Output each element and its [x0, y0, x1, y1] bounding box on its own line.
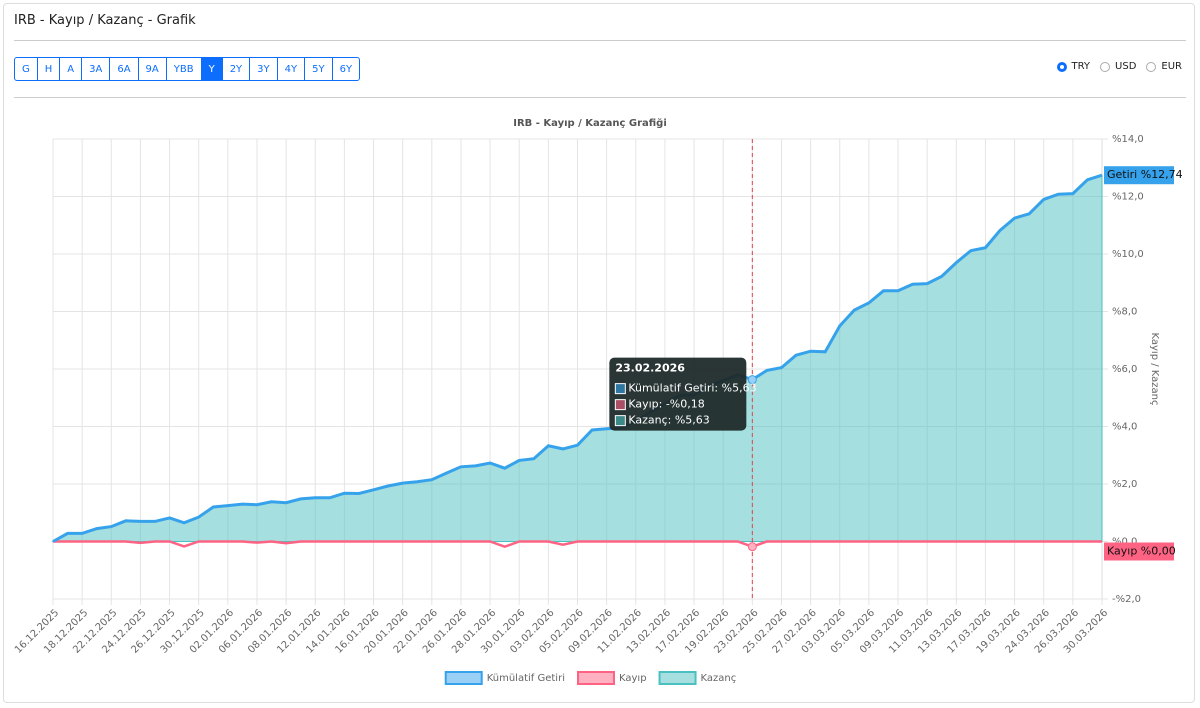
- header-title: IRB - Kayıp / Kazanç - Grafik: [14, 13, 196, 28]
- currency-radios: TRY USD EUR: [1056, 61, 1182, 72]
- loss-line: [53, 540, 1102, 549]
- range-button[interactable]: YBB: [165, 57, 202, 81]
- point: [747, 375, 757, 385]
- currency-option[interactable]: USD: [1100, 61, 1136, 72]
- tooltip-swatch: [614, 383, 626, 395]
- divider: [14, 97, 1186, 98]
- legend-item: Kümülatif Getiri: [444, 671, 565, 685]
- point: [747, 542, 757, 552]
- radio[interactable]: [1146, 61, 1157, 72]
- tooltip-line: Kümülatif Getiri: %5,63: [628, 382, 756, 395]
- tooltip-line: Kazanç: %5,63: [628, 414, 709, 427]
- range-button[interactable]: 3A: [81, 57, 111, 81]
- card: [3, 3, 1195, 703]
- y-axis-title: Kayıp / Kazanç: [1149, 332, 1160, 405]
- radio[interactable]: [1056, 61, 1067, 72]
- range-button[interactable]: G: [14, 57, 38, 81]
- legend-label: Kazanç: [701, 673, 737, 684]
- chart: IRB - Kayıp / Kazanç Grafiği -%2,0 %0,0 %2…: [13, 117, 1183, 685]
- y-tick-label: %8,0: [1112, 307, 1137, 318]
- tooltip-swatch: [614, 415, 626, 427]
- range-button[interactable]: 5Y: [304, 57, 333, 81]
- y-tick-label: %4,0: [1112, 422, 1137, 433]
- range-button[interactable]: 6Y: [331, 57, 361, 81]
- end-label: Kayıp %0,00: [1107, 545, 1176, 558]
- legend-swatch: [444, 671, 483, 685]
- y-tick-label: %0,0: [1112, 537, 1137, 548]
- end-label-box: [1104, 542, 1174, 561]
- range-button[interactable]: A: [59, 57, 83, 81]
- y-tick-label: %10,0: [1112, 249, 1144, 260]
- radio[interactable]: [1100, 61, 1111, 72]
- radio-label[interactable]: USD: [1115, 61, 1137, 72]
- range-buttons: G H A 3A 6A 9A YBB Y 2Y 3Y 4Y 5Y 6Y: [14, 57, 361, 81]
- legend-item: Kayıp: [576, 671, 647, 685]
- y-tick-label: -%2,0: [1112, 594, 1141, 605]
- tooltip: 23.02.2026 Kümülatif Getiri: %5,63 Kayıp: …: [609, 357, 757, 431]
- tooltip-title: 23.02.2026: [615, 362, 685, 375]
- divider: [14, 40, 1186, 41]
- cumulative-line: [52, 173, 1103, 543]
- range-button[interactable]: Y: [200, 57, 223, 81]
- radio-label[interactable]: TRY: [1071, 61, 1091, 72]
- tooltip-swatch: [614, 399, 626, 411]
- legend-label: Kayıp: [619, 673, 647, 684]
- y-tick-label: %12,0: [1112, 192, 1144, 203]
- radio-label[interactable]: EUR: [1161, 61, 1182, 72]
- y-tick-label: %2,0: [1112, 479, 1137, 490]
- range-button[interactable]: 6A: [109, 57, 139, 81]
- tooltip-line: Kayıp: -%0,18: [628, 398, 704, 411]
- chart-title: IRB - Kayıp / Kazanç Grafiği: [513, 117, 667, 129]
- legend-item: Kazanç: [658, 671, 737, 685]
- range-button[interactable]: 4Y: [276, 57, 306, 81]
- legend-swatch: [658, 671, 697, 685]
- range-button[interactable]: H: [36, 57, 61, 81]
- currency-option[interactable]: TRY: [1056, 61, 1091, 72]
- legend-swatch: [576, 671, 615, 685]
- end-label-box: [1104, 166, 1174, 185]
- tooltip-box: [609, 357, 747, 431]
- range-button[interactable]: 9A: [137, 57, 167, 81]
- currency-option[interactable]: EUR: [1146, 61, 1182, 72]
- y-tick-label: %6,0: [1112, 364, 1137, 375]
- end-label: Getiri %12,74: [1107, 168, 1183, 181]
- y-tick-label: %14,0: [1112, 134, 1144, 145]
- range-button[interactable]: 3Y: [249, 57, 278, 81]
- legend-label: Kümülatif Getiri: [487, 673, 565, 684]
- range-button[interactable]: 2Y: [221, 57, 251, 81]
